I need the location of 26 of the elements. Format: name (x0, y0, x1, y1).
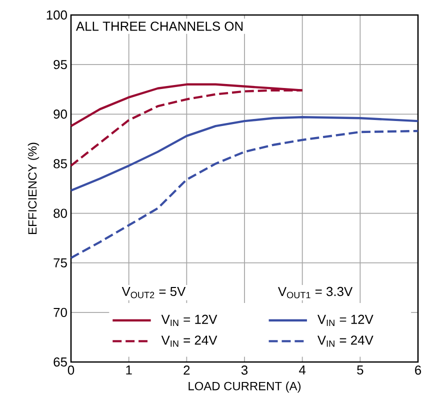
legend-label: V$_{IN}$ = 24V (317, 336, 374, 347)
x-tick-label: 6 (415, 366, 422, 375)
annotation: V$_{OUT1}$ = 3.3V (278, 286, 353, 298)
y-tick-label: 75 (54, 258, 67, 268)
x-tick-label: 3 (241, 366, 248, 375)
legend-label: V$_{IN}$ = 12V (317, 314, 374, 326)
x-tick-label: 5 (357, 366, 364, 375)
legend-label: V$_{IN}$ = 12V (161, 314, 218, 326)
annotation: ALL THREE CHANNELS ON (76, 22, 243, 31)
x-tick-label: 2 (184, 366, 190, 375)
y-tick-label: 100 (46, 10, 67, 20)
x-tick-label: 1 (126, 366, 132, 374)
annotation: V$_{OUT2}$ = 5V (122, 287, 186, 298)
y-tick-label: 95 (54, 60, 67, 70)
y-tick-label: 65 (54, 357, 67, 367)
line-series (70, 130, 420, 259)
y-tick-label: 70 (54, 308, 67, 318)
line-series (70, 116, 420, 192)
y-tick-label: 80 (54, 208, 67, 218)
y-tick-label: 90 (54, 110, 67, 119)
y-axis-title: EFFICIENCY (%) (28, 142, 40, 234)
legend-label: V$_{IN}$ = 24V (161, 336, 218, 347)
x-tick-label: 0 (68, 366, 74, 375)
y-tick-label: 85 (54, 159, 67, 168)
x-axis-title: LOAD CURRENT (A) (188, 382, 301, 393)
x-tick-label: 4 (299, 366, 306, 374)
